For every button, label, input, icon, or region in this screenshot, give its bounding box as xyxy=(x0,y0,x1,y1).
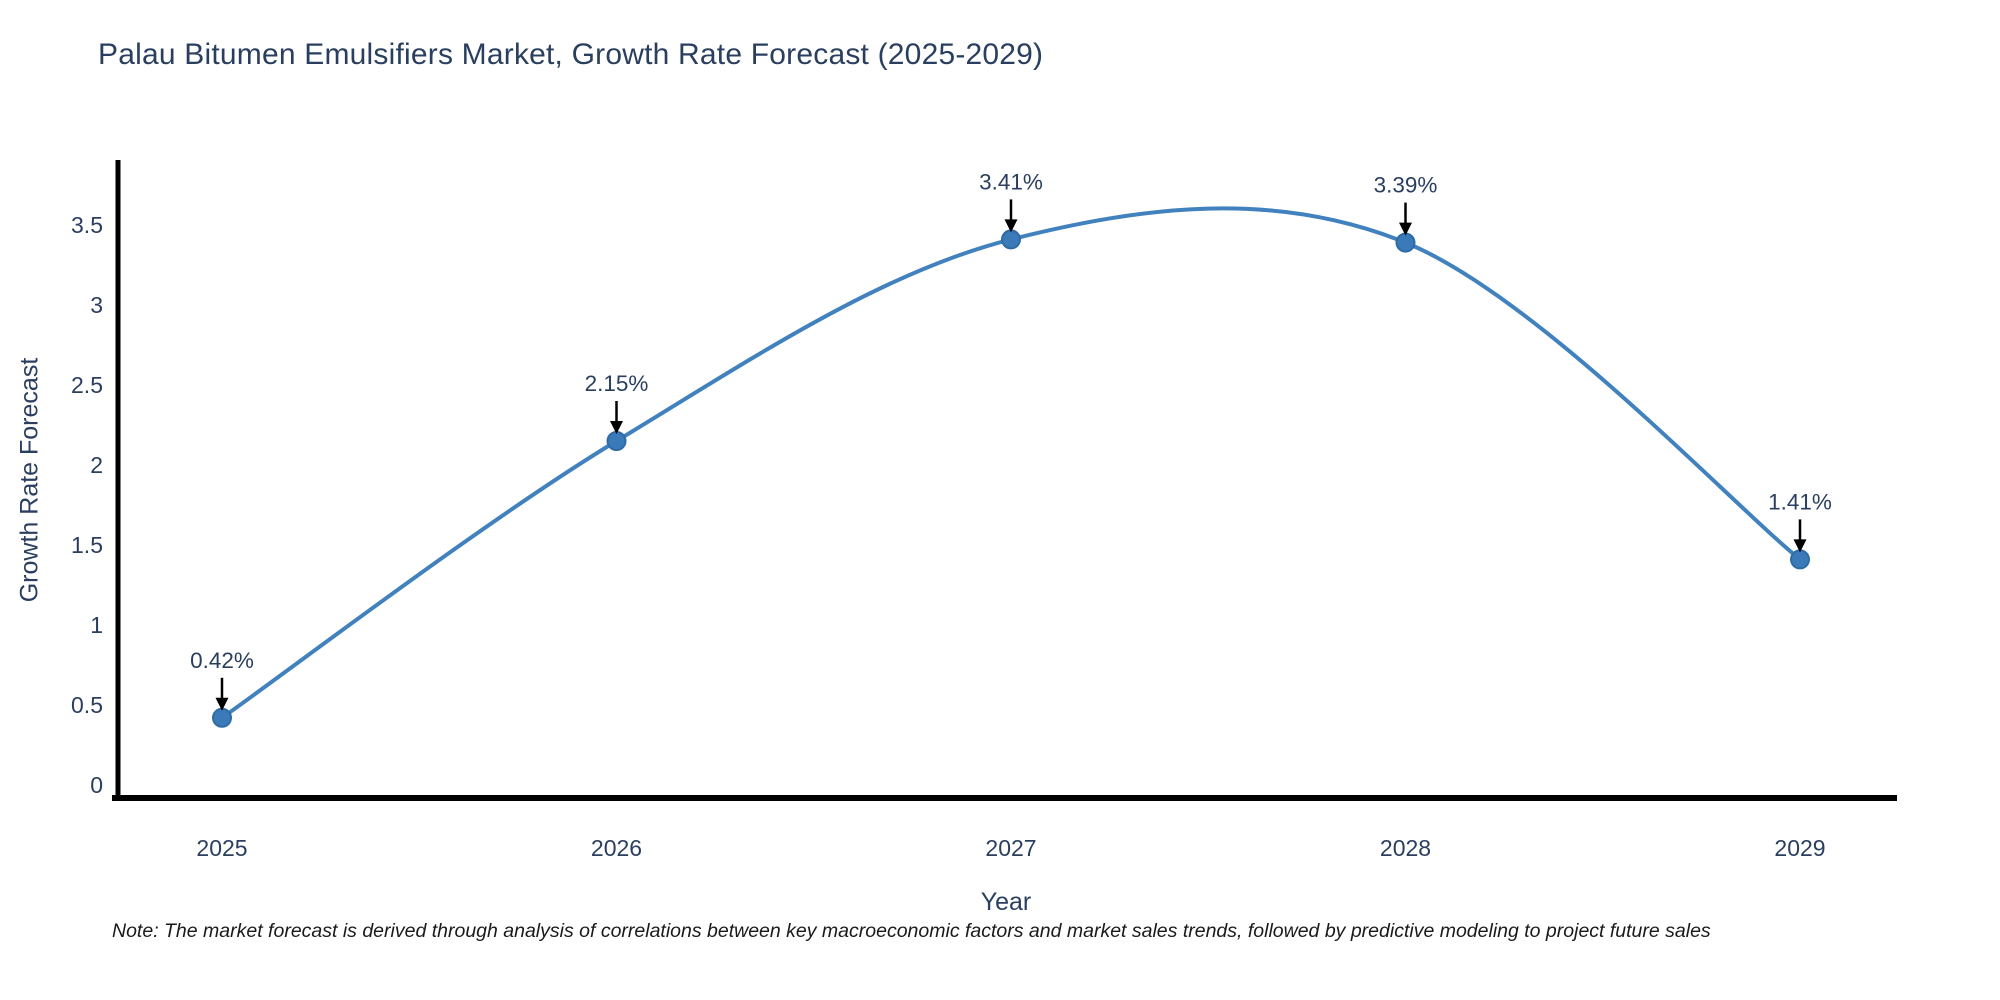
chart-title: Palau Bitumen Emulsifiers Market, Growth… xyxy=(98,38,1044,71)
y-tick-label: 2.5 xyxy=(71,372,103,398)
forecast-curve xyxy=(220,206,1802,720)
data-point-marker xyxy=(1395,232,1416,253)
x-tick-label: 2028 xyxy=(1380,835,1431,861)
x-axis-title: Year xyxy=(980,888,1032,916)
data-point-label: 1.41% xyxy=(1768,489,1832,514)
chart-note: Note: The market forecast is derived thr… xyxy=(112,920,1711,942)
data-point-label: 0.42% xyxy=(190,648,254,673)
y-tick-label: 1 xyxy=(90,612,103,638)
data-point-marker xyxy=(1001,229,1021,250)
x-tick-label: 2027 xyxy=(985,835,1036,861)
y-tick-label: 0.5 xyxy=(71,692,103,718)
y-tick-label: 0 xyxy=(90,772,103,798)
data-point-label: 3.39% xyxy=(1374,173,1438,198)
data-point-marker xyxy=(212,707,232,728)
annotation-arrowhead xyxy=(1399,222,1412,236)
annotation-arrowhead xyxy=(1004,219,1018,233)
y-tick-label: 3.5 xyxy=(71,212,103,238)
annotation-arrowhead xyxy=(610,421,623,434)
y-tick-label: 2 xyxy=(90,452,103,478)
annotation-arrowhead xyxy=(1793,539,1807,553)
data-point-marker xyxy=(1790,549,1810,570)
y-tick-label: 1.5 xyxy=(71,532,103,558)
x-tick-label: 2029 xyxy=(1774,835,1825,861)
x-tick-label: 2026 xyxy=(591,835,642,861)
annotation-arrowhead xyxy=(215,697,229,711)
data-point-label: 3.41% xyxy=(979,169,1043,194)
x-tick-label: 2025 xyxy=(196,835,247,861)
y-tick-label: 3 xyxy=(90,292,103,318)
data-point-label: 2.15% xyxy=(585,371,649,396)
data-point-marker xyxy=(606,431,627,451)
